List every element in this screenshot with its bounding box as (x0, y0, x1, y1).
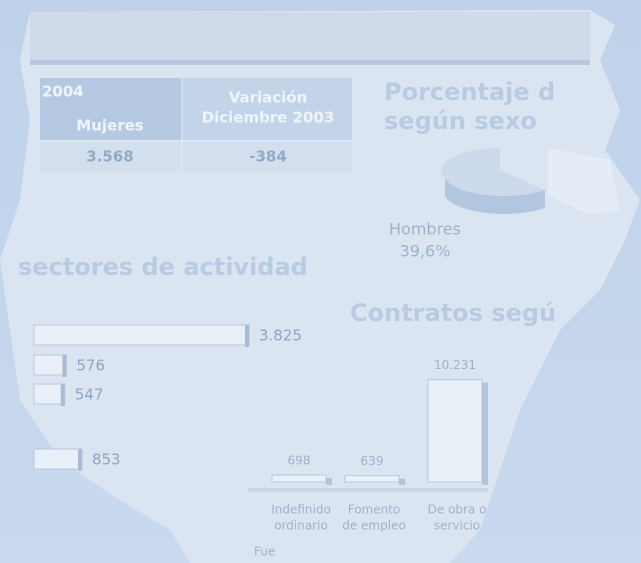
x-tick-label: ordinario (274, 519, 328, 533)
bar-label: 547 (75, 386, 104, 404)
table-cell: Mujeres (76, 117, 143, 135)
bar-side (326, 478, 332, 485)
bar (427, 379, 483, 483)
bar (33, 354, 67, 376)
bar (33, 383, 66, 405)
bar-label: 698 (288, 454, 311, 468)
pie-side (445, 178, 545, 214)
x-tick-label: servicio (434, 519, 480, 533)
pie-label: Hombres (389, 220, 461, 239)
table-cell: Diciembre 2003 (202, 109, 335, 127)
bar-side (60, 384, 65, 406)
bar-side (482, 382, 488, 485)
table-header (40, 78, 182, 140)
table-cell: -384 (249, 148, 287, 166)
table-cell: Variación (229, 89, 308, 107)
table-cell: 3.568 (86, 148, 133, 166)
header-shadow (30, 60, 590, 65)
bar (33, 448, 83, 470)
bar-label: 853 (92, 451, 121, 469)
table-cell: 2004 (42, 83, 84, 101)
section-title: según sexo (384, 107, 537, 135)
bar-side (77, 449, 82, 471)
bar-label: 3.825 (259, 327, 302, 345)
bar-label: 10.231 (434, 358, 476, 372)
bar-side (62, 355, 67, 377)
bar-side (399, 478, 405, 485)
table-row (40, 142, 352, 172)
axis-floor (248, 488, 488, 492)
bar (344, 475, 400, 483)
bar (271, 474, 327, 483)
x-tick-label: Fomento (348, 503, 401, 517)
x-tick-label: De obra o (428, 503, 487, 517)
header-band (30, 12, 590, 64)
section-title: Porcentaje d (384, 78, 555, 106)
source-note: Fue (254, 545, 275, 559)
bar-label: 576 (76, 357, 105, 375)
bar-label: 639 (361, 454, 384, 468)
bar-side (244, 325, 249, 347)
pie-slice (548, 148, 620, 215)
section-title: sectores de actividad (18, 253, 308, 281)
section-title: Contratos segú (350, 299, 556, 327)
bar (33, 324, 250, 346)
x-tick-label: de empleo (342, 519, 406, 533)
pie-value: 39,6% (400, 242, 451, 261)
table-header (182, 78, 352, 140)
x-tick-label: Indefinido (271, 503, 331, 517)
pie-slice (440, 148, 545, 196)
